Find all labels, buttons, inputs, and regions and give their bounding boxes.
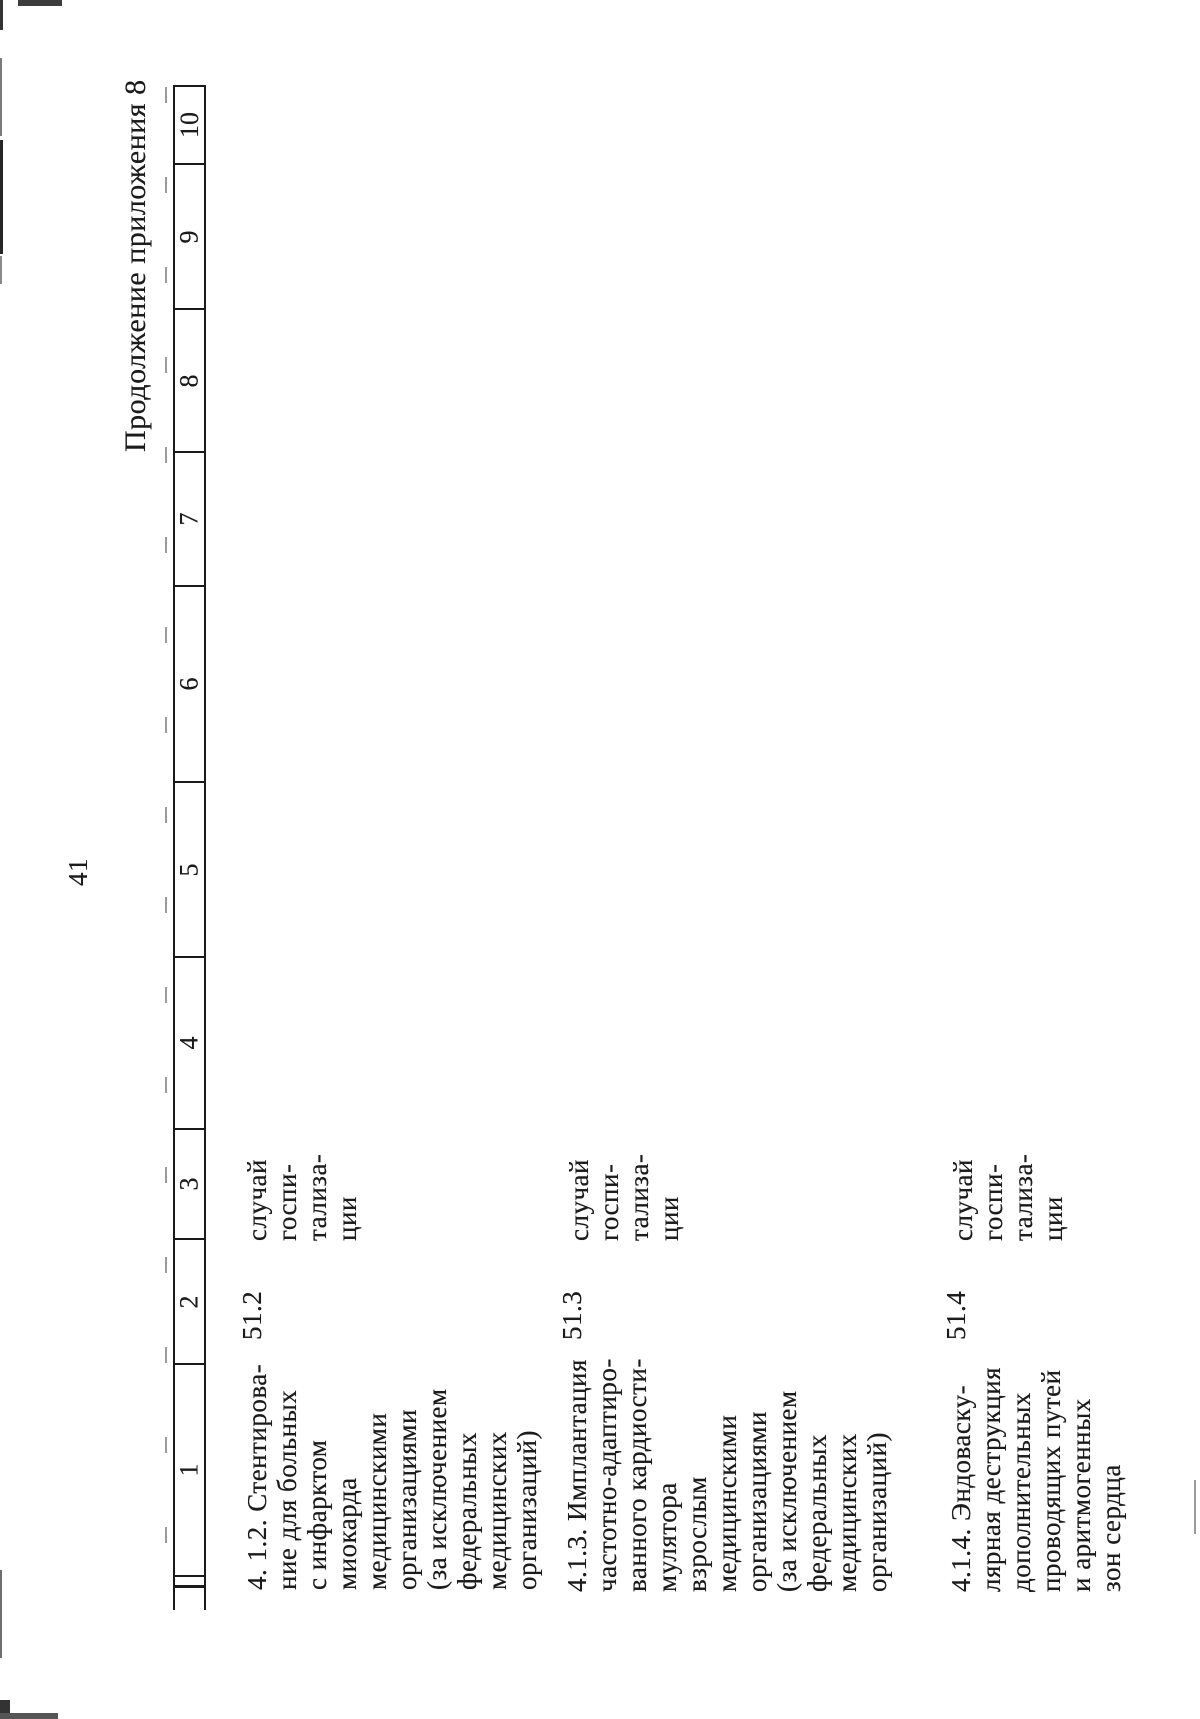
column-number: 3 — [174, 1177, 204, 1191]
row-414-code-cell: 51.4 — [941, 1290, 971, 1340]
scan-artifact — [0, 0, 3, 30]
column-header-cell-10: 10 — [175, 85, 204, 165]
column-number: 10 — [174, 112, 204, 138]
text-line: медицинскими — [712, 1414, 742, 1592]
text-line: дополнительных — [1006, 1392, 1036, 1592]
column-number: 1 — [174, 1463, 204, 1477]
column-header-cell-4: 4 — [175, 958, 204, 1130]
text-line: 4.1.4. Эндоваску- — [946, 1384, 976, 1592]
page-number: 41 — [63, 858, 93, 886]
text-line: организаций) — [512, 1430, 542, 1590]
scan-artifact — [0, 58, 2, 136]
text-line: лярная деструкция — [976, 1366, 1006, 1592]
text-line: проводящих путей — [1036, 1369, 1066, 1592]
text-line: ции — [654, 1196, 684, 1241]
scan-artifact — [18, 0, 62, 6]
column-header-cell-9: 9 — [175, 165, 204, 310]
row-414-procedure-name-cell: 4.1.4. Эндоваску-лярная деструкция дополн… — [946, 1367, 1126, 1592]
column-number: 2 — [174, 1295, 204, 1308]
text-line: случай — [948, 1159, 978, 1241]
text-line: мулятора — [652, 1482, 682, 1592]
text-line: организациями — [392, 1409, 422, 1590]
text-line: 4. 1.2. Стентирова- — [242, 1363, 272, 1590]
row-413-unit-cell: случай госпи-тализа-ции — [564, 1154, 684, 1241]
text-line: случай — [242, 1159, 272, 1241]
scan-artifact — [0, 1713, 58, 1719]
text-line: с инфарктом — [302, 1439, 332, 1590]
text-line: тализа- — [1008, 1153, 1038, 1241]
row-413-procedure-name-cell: 4.1.3. Имплантация частотно-адаптиро-ванн… — [562, 1358, 892, 1592]
text-line: организаций) — [862, 1432, 892, 1592]
text-line: ции — [332, 1196, 362, 1241]
appendix-continuation-header: Продолжение приложения 8 — [119, 79, 152, 452]
text-line: (за исключением — [772, 1390, 802, 1592]
text-line: ванного кардиости- — [622, 1358, 652, 1592]
text-line: госпи- — [594, 1163, 624, 1241]
column-header-cell-5: 5 — [175, 783, 204, 958]
text-line: федеральных — [452, 1432, 482, 1590]
row-412-code-cell: 51.2 — [237, 1290, 267, 1340]
table-header-strip: 10 9 8 7 6 5 4 3 2 1 — [173, 85, 206, 1610]
text-line: взрослым — [682, 1476, 712, 1592]
text-line: частотно-адаптиро- — [592, 1358, 622, 1592]
scan-artifact — [0, 1700, 10, 1719]
text-line: ции — [1038, 1196, 1068, 1241]
text-line: медицинских — [832, 1433, 862, 1592]
scan-artifact — [0, 140, 3, 254]
column-header-cell-3: 3 — [175, 1130, 204, 1240]
column-header-cell-7: 7 — [175, 453, 204, 587]
scan-artifact — [0, 1570, 2, 1658]
text-line: медицинскими — [362, 1412, 392, 1590]
column-number: 6 — [174, 677, 204, 691]
column-header-cell-8: 8 — [175, 310, 204, 453]
table-outer-border-line — [175, 1585, 204, 1588]
text-line: ние для больных — [272, 1389, 302, 1590]
text-line: зон сердца — [1096, 1464, 1126, 1592]
scan-artifact — [0, 256, 2, 284]
text-line: 4.1.3. Имплантация — [562, 1359, 592, 1592]
text-line: госпи- — [272, 1163, 302, 1241]
row-412-unit-cell: случай госпи-тализа-ции — [242, 1154, 362, 1241]
text-line: случай — [564, 1159, 594, 1241]
text-line: организациями — [742, 1411, 772, 1592]
table-outer-border-artifact — [165, 87, 167, 1582]
column-header-cell-1: 1 — [175, 1365, 204, 1577]
column-number: 8 — [174, 374, 204, 387]
table-border-gap — [175, 1577, 204, 1585]
text-line: (за исключением — [422, 1388, 452, 1590]
text-line: госпи- — [978, 1163, 1008, 1241]
scan-artifact — [1194, 1480, 1196, 1534]
text-line: тализа- — [624, 1153, 654, 1241]
text-line: тализа- — [302, 1153, 332, 1241]
row-413-code-cell: 51.3 — [557, 1290, 587, 1340]
text-line: и аритмогенных — [1066, 1398, 1096, 1592]
text-line: федеральных — [802, 1434, 832, 1592]
column-number: 4 — [174, 1036, 204, 1050]
text-line: миокарда — [332, 1477, 362, 1590]
column-number: 5 — [174, 863, 204, 876]
column-number: 7 — [174, 512, 204, 526]
column-header-cell-6: 6 — [175, 587, 204, 783]
row-412-procedure-name-cell: 4. 1.2. Стентирова-ние для больных с инфа… — [242, 1364, 542, 1590]
column-header-cell-2: 2 — [175, 1240, 204, 1365]
row-414-unit-cell: случай госпи-тализа-ции — [948, 1154, 1068, 1241]
column-number: 9 — [174, 230, 204, 243]
text-line: медицинских — [482, 1431, 512, 1590]
